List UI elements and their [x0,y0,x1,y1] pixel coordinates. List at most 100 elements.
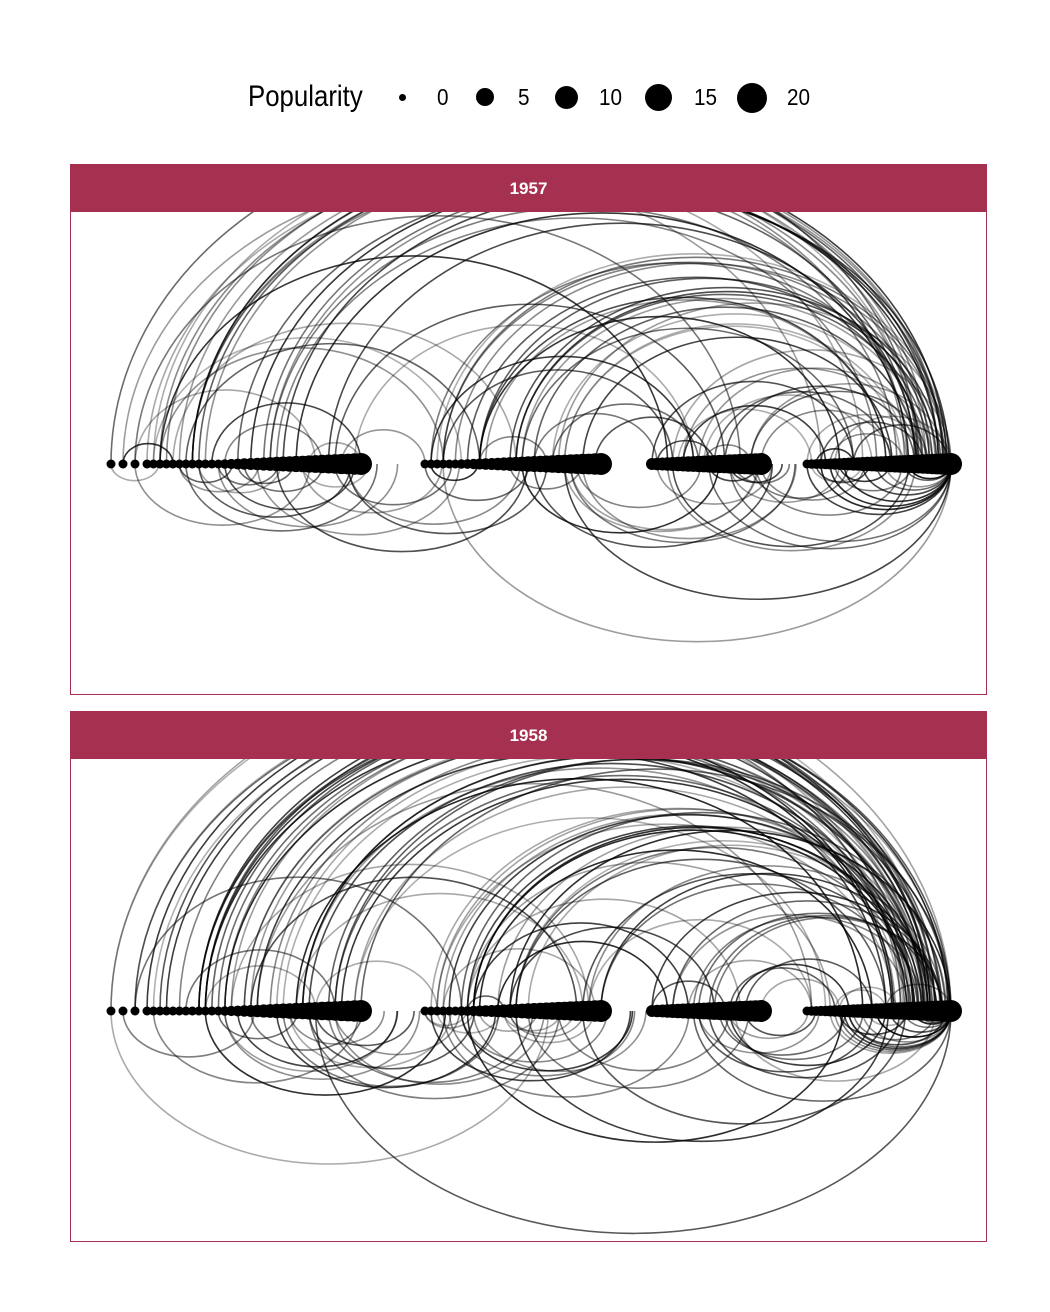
edge-arc [575,463,702,509]
edge-arc [838,986,899,1012]
edge-arc [178,463,260,493]
panel-strip: 1957 [71,165,986,212]
legend: Popularity 0 5 10 15 20 [0,72,1050,124]
edge-arc [334,1010,546,1085]
edge-arc [729,1010,809,1040]
edge-arc [249,212,940,465]
edge-arc [347,463,521,525]
edge-arc [557,1010,730,1072]
edge-arc [497,826,948,1012]
edge-arc [478,435,548,465]
edge-arc [820,421,924,465]
edge-arc [594,416,710,465]
edge-arc [152,1010,360,1084]
edge-arc [466,861,832,1012]
edge-arc [224,759,934,1012]
edge-arc [718,1010,847,1056]
edge-arc [723,385,916,465]
edge-arc [460,1010,608,1063]
edge-arc [308,1010,561,1100]
edge-arc [563,463,759,533]
node [940,1000,962,1022]
edge-arc [217,1010,299,1040]
edge-arc [134,463,311,527]
edge-arc [527,844,934,1012]
edge-arc [110,1010,550,1165]
edge-arc [165,759,931,1012]
edge-arc [122,1010,255,1058]
edge-arc [820,463,952,511]
edge-arc [472,829,916,1012]
edge-arc [478,316,841,465]
edge-arc [521,297,927,465]
edge-arc [692,1010,952,1102]
edge-arc [308,762,914,1012]
edge-arc [204,759,952,1012]
edge-arc [509,926,716,1012]
edge-arc [236,212,916,465]
edge-arc [466,276,924,465]
edge-arc [275,217,878,465]
legend-label-5: 5 [518,84,530,110]
edge-arc [563,323,908,465]
edge-arc [134,215,742,465]
node [350,1000,372,1022]
edge-arc [509,286,942,465]
edge-arc [697,367,934,465]
edge-arc [651,891,943,1012]
edge-arc [243,759,906,1012]
nodes [106,453,962,475]
edge-arc [533,463,774,549]
edge-arc [204,1010,447,1096]
edge-arc [666,463,916,552]
edge-arc [466,1010,844,1143]
edge-arc [224,1010,421,1080]
edge-arc [442,261,937,465]
edge-arc [729,463,952,543]
node [155,459,165,469]
edge-arc [191,212,945,465]
edge-arc [269,759,928,1012]
edge-arc [708,914,943,1012]
edge-arc [430,807,927,1012]
legend-title: Popularity [248,80,363,113]
edge-arc [314,960,438,1012]
edge-arc [224,759,893,1012]
edge-arc [760,978,841,1012]
edge-arc [282,1010,500,1088]
edge-arc [198,463,282,494]
edge-arc [503,1010,595,1044]
node [940,453,962,475]
panel-1958: 1958 [70,711,987,1242]
edge-arc [327,759,943,1012]
edge-arc [178,463,233,484]
edge-arc [478,277,934,465]
edge-arc [527,1010,750,1090]
edge-arc [134,389,317,465]
node [187,459,197,469]
edge-arc [185,463,378,532]
edge-arc [829,433,905,465]
edge-arc [159,255,669,465]
node [106,1006,116,1016]
edge-arc [165,212,931,465]
node [200,459,210,469]
edge-arc [256,759,887,1012]
node [142,1006,152,1016]
node [168,1006,178,1016]
edge-arc [466,825,920,1012]
edge-arc [282,212,950,465]
node [130,1006,140,1016]
edge-arc [687,959,813,1012]
edge-arc [581,463,797,540]
edge-arc [122,212,822,465]
edge-arc [430,463,479,482]
edge-arc [340,778,908,1012]
legend-dot-10 [555,86,578,109]
edge-arc [497,940,669,1012]
edge-arc [424,1010,467,1027]
edge-arc [729,967,836,1012]
edge-arc [204,965,317,1012]
edge-arc [191,212,948,465]
node [750,453,772,475]
